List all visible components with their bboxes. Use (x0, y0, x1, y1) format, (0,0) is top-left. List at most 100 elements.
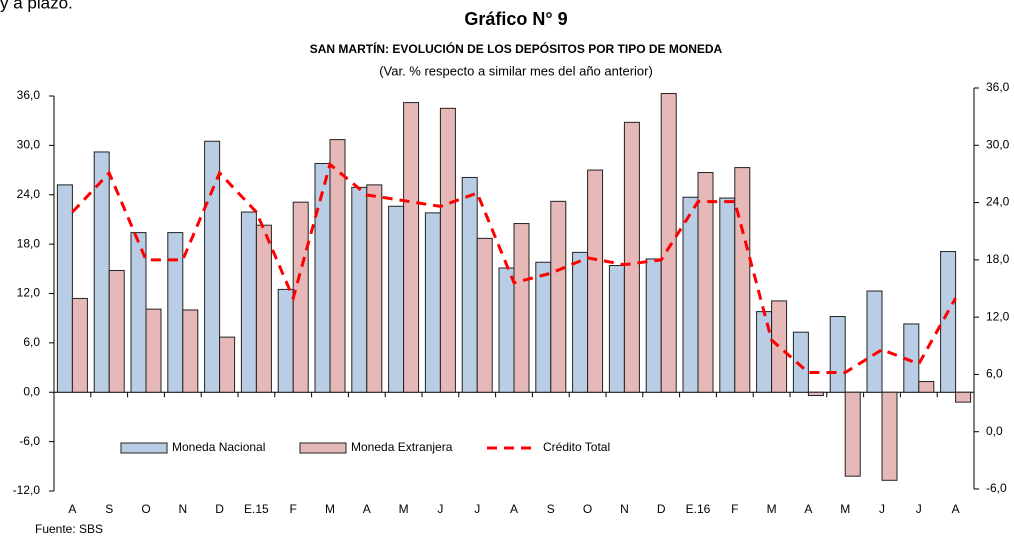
bar (807, 391, 824, 397)
bar (645, 258, 662, 393)
x-tick-label: E.16 (686, 502, 711, 516)
bar (792, 331, 809, 393)
x-tick-label: A (804, 502, 812, 516)
bar (844, 391, 861, 477)
x-tick-label: M (399, 502, 409, 516)
x-tick-label: N (178, 502, 187, 516)
x-tick-label: M (325, 502, 335, 516)
y-tick-label: 0,0 (23, 384, 40, 398)
x-tick-label: O (583, 502, 592, 516)
x-tick-label: D (657, 502, 666, 516)
y-tick-label: -12,0 (13, 483, 41, 497)
x-tick-label: A (952, 502, 960, 516)
bar (587, 169, 604, 393)
x-tick-label: O (141, 502, 150, 516)
line (71, 161, 957, 375)
fragment-text: y a plazo. (0, 0, 73, 12)
x-tick-label: M (840, 502, 850, 516)
x-tick-label: F (290, 502, 297, 516)
chart-title: Gráfico N° 9 (464, 9, 567, 29)
x-tick-label: S (105, 502, 113, 516)
bar (498, 267, 515, 393)
bar (403, 102, 420, 393)
legend-label: Crédito Total (543, 440, 610, 454)
y-tick-label: 30,0 (17, 138, 41, 152)
x-tick-label: A (68, 502, 76, 516)
y-tick-label: 12,0 (17, 286, 41, 300)
x-tick-label: E.15 (244, 502, 269, 516)
bar (329, 139, 346, 393)
bar (866, 290, 883, 393)
x-tick-label: F (731, 502, 738, 516)
y-tick-label: 18,0 (17, 236, 41, 250)
bar (108, 269, 125, 393)
bar (351, 186, 368, 393)
x-tick-label: M (767, 502, 777, 516)
y2-tick-label: 30,0 (986, 137, 1010, 151)
bar (240, 211, 257, 393)
y2-tick-label: 6,0 (986, 367, 1003, 381)
y2-tick-label: 18,0 (986, 252, 1010, 266)
bar (829, 316, 846, 393)
x-tick-label: J (437, 502, 443, 516)
x-tick-label: J (916, 502, 922, 516)
y2-tick-label: 36,0 (986, 80, 1010, 94)
y-tick-label: 24,0 (17, 187, 41, 201)
bar (955, 391, 972, 403)
bar (167, 232, 184, 393)
x-tick-label: J (879, 502, 885, 516)
bar (56, 184, 73, 393)
x-tick-label: S (547, 502, 555, 516)
bar (660, 93, 677, 393)
bar (424, 212, 441, 393)
x-tick-label: J (474, 502, 480, 516)
x-tick-label: N (620, 502, 629, 516)
bar (734, 167, 751, 393)
legend-label: Moneda Extranjera (351, 440, 453, 454)
bar (219, 336, 236, 393)
legend-swatch (120, 442, 168, 454)
bar (756, 311, 773, 393)
x-tick-label: A (510, 502, 518, 516)
y2-tick-label: -6,0 (986, 481, 1007, 495)
bar (439, 107, 456, 393)
bar (388, 205, 405, 393)
bar (771, 300, 788, 393)
bar (918, 381, 935, 393)
chart-note: (Var. % respecto a similar mes del año a… (379, 63, 653, 78)
x-tick-label: A (363, 502, 371, 516)
bar (682, 196, 699, 393)
bar (204, 140, 221, 393)
y-tick-label: -6,0 (19, 434, 40, 448)
bar (881, 391, 898, 481)
legend-swatch (299, 442, 347, 454)
x-tick-label: D (215, 502, 224, 516)
y2-tick-label: 24,0 (986, 195, 1010, 209)
bar (145, 308, 162, 393)
bar (550, 200, 567, 393)
y-tick-label: 36,0 (17, 88, 41, 102)
bar (182, 309, 199, 393)
legend-label: Moneda Nacional (172, 440, 265, 454)
bar (476, 237, 493, 393)
y-tick-label: 6,0 (23, 335, 40, 349)
bar (608, 265, 625, 393)
bar (71, 297, 88, 393)
bar (366, 184, 383, 393)
bar (719, 197, 736, 393)
bar (255, 224, 272, 393)
y2-tick-label: 12,0 (986, 309, 1010, 323)
bar (461, 176, 478, 393)
bar (513, 223, 530, 393)
bar (292, 201, 309, 393)
bar (940, 251, 957, 393)
chart-subtitle: SAN MARTÍN: EVOLUCIÓN DE LOS DEPÓSITOS P… (310, 41, 723, 56)
bar (277, 288, 294, 393)
bar (314, 162, 331, 393)
bar (623, 121, 640, 393)
bar (572, 251, 589, 393)
bar (535, 261, 552, 393)
source: Fuente: SBS (35, 522, 103, 536)
bar (697, 172, 714, 393)
